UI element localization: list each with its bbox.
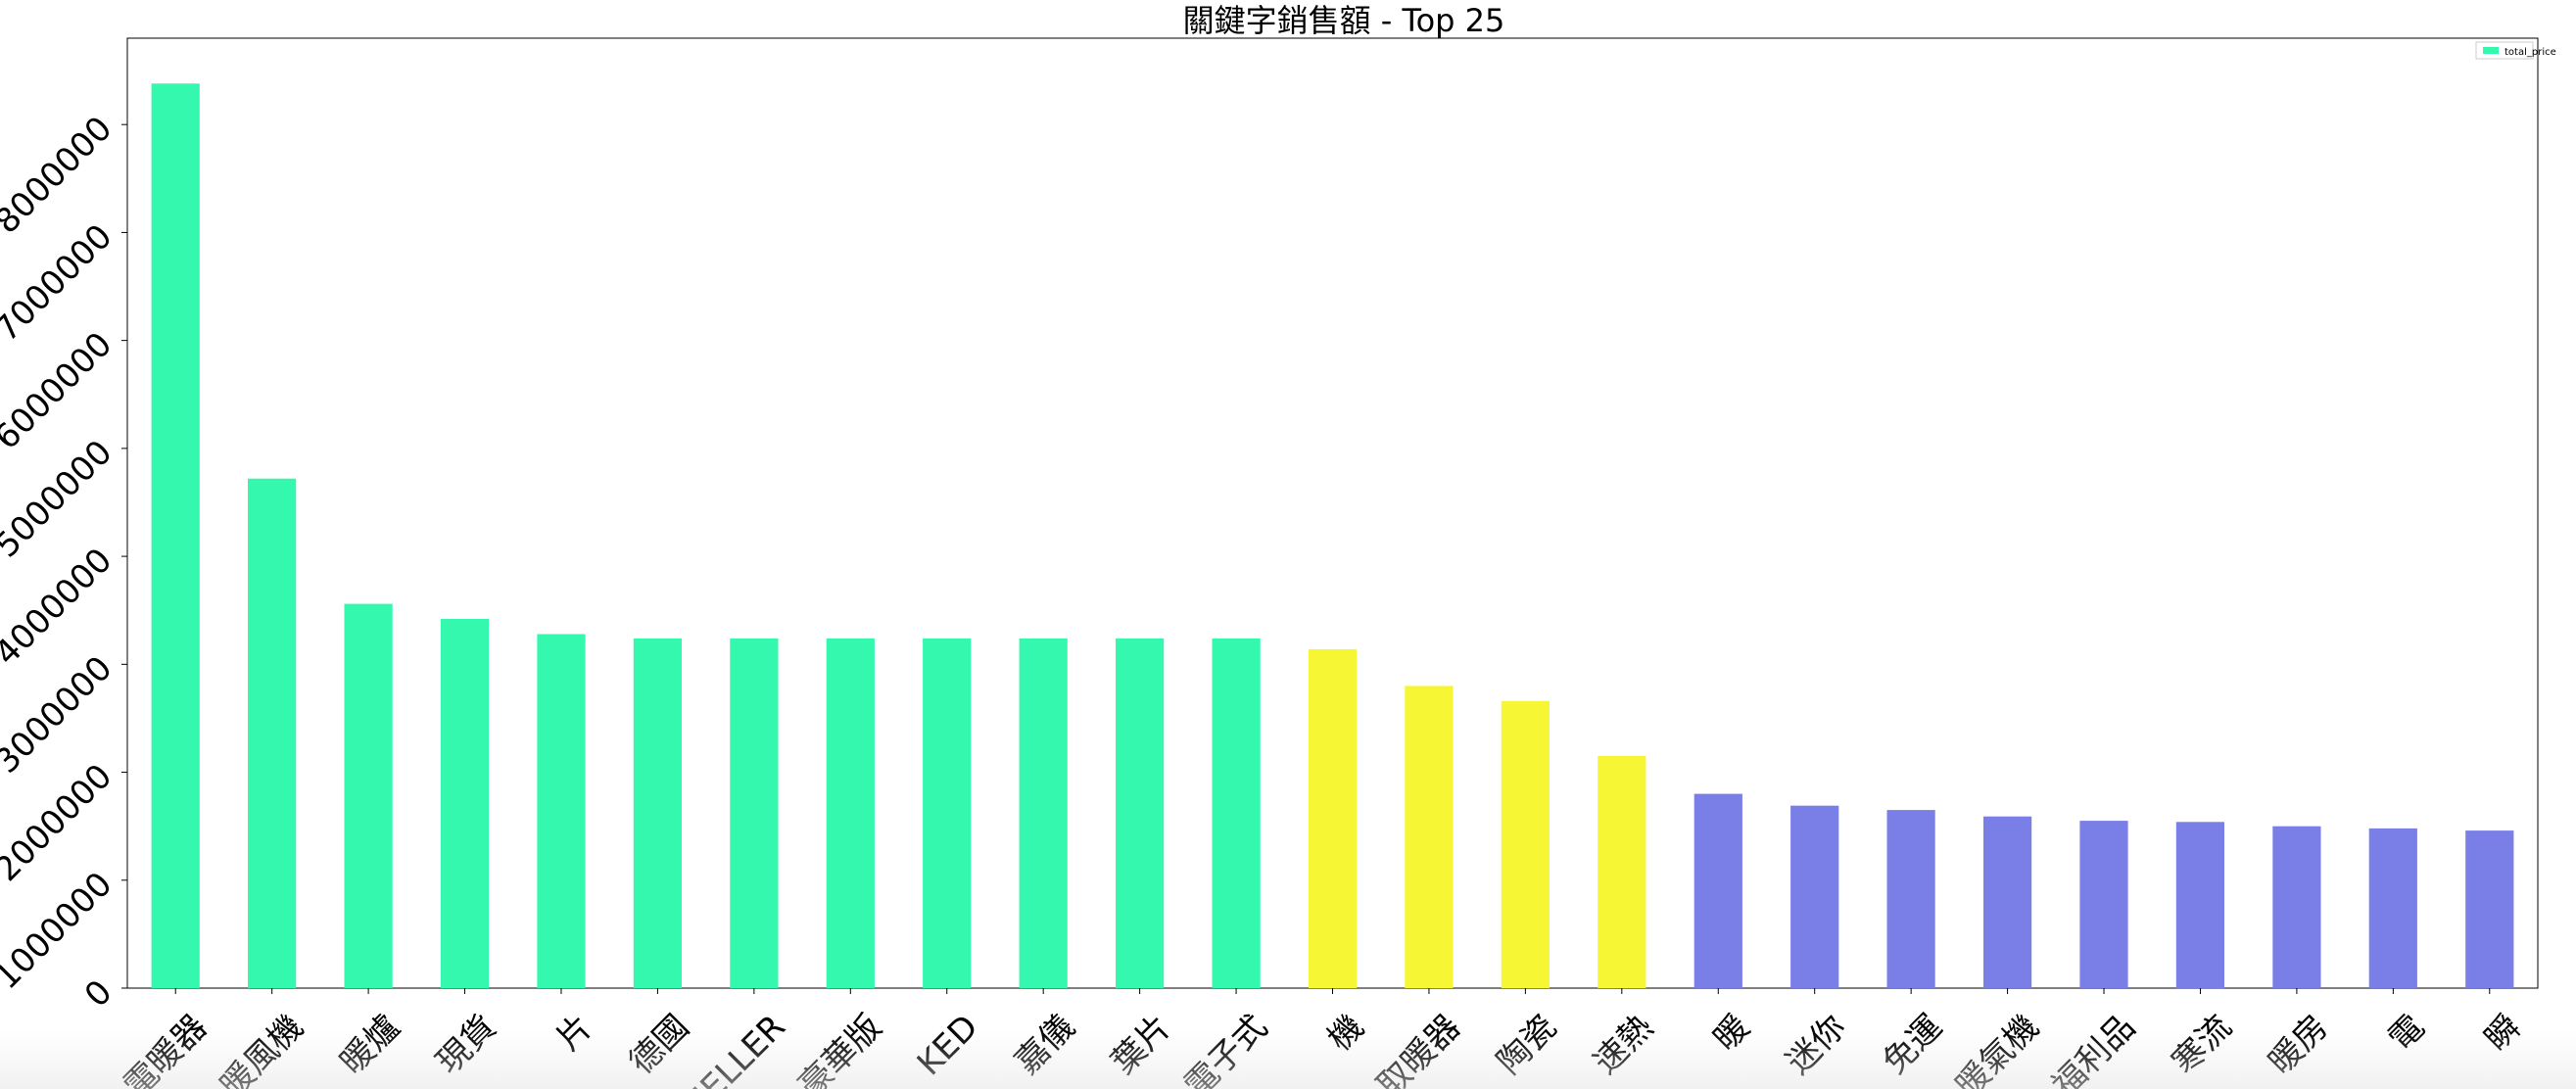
y-axis-ticks: 0100000020000003000000400000050000006000… — [0, 109, 127, 1016]
bar-21 — [2175, 822, 2224, 989]
bar-1 — [248, 478, 297, 988]
y-tick-label: 8000000 — [0, 109, 119, 241]
bar-3 — [440, 619, 490, 988]
bar-4 — [537, 634, 586, 988]
legend: total_price — [2475, 41, 2556, 60]
x-tick-label: 陶瓷 — [1490, 1008, 1564, 1082]
legend-label: total_price — [2504, 47, 2556, 58]
x-tick-label: 電子式 — [1177, 1008, 1275, 1089]
bar-20 — [2079, 821, 2128, 988]
bar-19 — [1983, 816, 2032, 988]
bar-24 — [2465, 830, 2514, 988]
bar-10 — [1116, 638, 1165, 988]
x-tick-label: 電 — [2381, 1008, 2432, 1059]
x-tick-label: 暖氣機 — [1948, 1008, 2046, 1089]
x-tick-label: 電暖器 — [117, 1008, 215, 1089]
bar-18 — [1886, 810, 1935, 988]
x-tick-label: 豪華版 — [791, 1008, 889, 1089]
x-tick-label: 暖風機 — [213, 1008, 310, 1089]
bar-13 — [1405, 686, 1454, 988]
bar-0 — [151, 83, 200, 989]
x-tick-label: 德國 — [622, 1008, 696, 1082]
bar-14 — [1501, 700, 1550, 988]
bar-7 — [826, 638, 875, 988]
x-tick-label: 暖爐 — [333, 1008, 407, 1082]
x-tick-label: 迷你 — [1779, 1008, 1853, 1082]
bar-12 — [1308, 648, 1358, 988]
bar-15 — [1598, 756, 1646, 988]
legend-box — [2475, 41, 2534, 60]
bar-11 — [1212, 638, 1261, 988]
x-tick-label: 速熱 — [1586, 1008, 1660, 1082]
x-tick-label: 嘉儀 — [1008, 1008, 1082, 1082]
x-tick-label: HELLER — [676, 1008, 793, 1089]
x-tick-label: 機 — [1320, 1008, 1371, 1059]
bar-8 — [923, 638, 972, 988]
legend-swatch — [2483, 47, 2499, 54]
y-tick-label: 0 — [77, 972, 120, 1016]
x-tick-label: 寒流 — [2165, 1008, 2239, 1082]
bar-23 — [2368, 828, 2417, 988]
x-axis-ticks: 電暖器暖風機 暖爐 現貨片德國HELLER豪華版 KED 嘉儀 葉片電子式 機取暖器 陶瓷 速熱… — [117, 988, 2529, 1089]
x-tick-label: 現貨 — [429, 1008, 503, 1082]
bar-16 — [1693, 793, 1742, 988]
x-tick-label: 免運 — [1876, 1008, 1950, 1082]
bar-5 — [633, 638, 682, 988]
x-tick-label: 暖 — [1706, 1008, 1757, 1059]
x-tick-label: 葉片 — [1104, 1008, 1178, 1082]
bar-2 — [344, 603, 393, 988]
bar-6 — [730, 638, 779, 988]
x-tick-label: 暖房 — [2261, 1008, 2335, 1082]
bar-17 — [1790, 805, 1839, 988]
x-tick-label: 瞬 — [2477, 1008, 2528, 1059]
chart-title: 關鍵字銷售額 - Top 25 — [1183, 2, 1505, 39]
bar-22 — [2272, 826, 2321, 988]
x-tick-label: KED — [910, 1008, 986, 1084]
bar-9 — [1019, 638, 1068, 988]
x-tick-label: 取暖器 — [1369, 1008, 1467, 1089]
bars-group — [151, 83, 2514, 989]
x-tick-label: 片 — [549, 1008, 600, 1059]
x-tick-label: 福利品 — [2045, 1008, 2143, 1089]
